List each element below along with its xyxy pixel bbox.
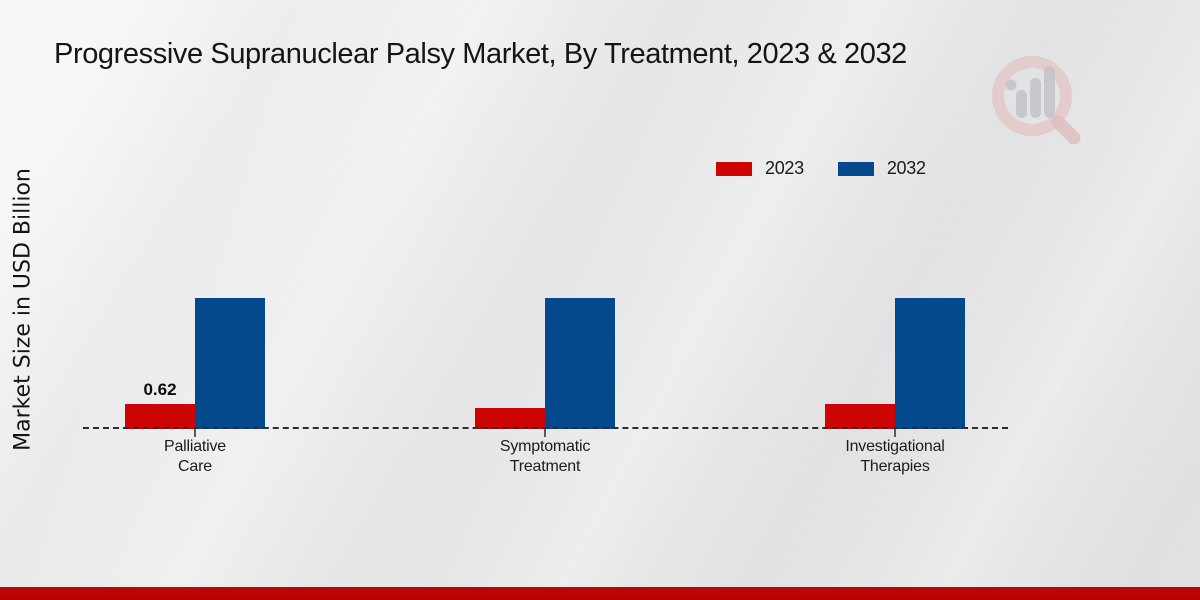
legend-label-2032: 2032 bbox=[886, 158, 926, 178]
brand-watermark-logo-icon bbox=[992, 56, 1081, 144]
legend-label-2023: 2023 bbox=[765, 158, 804, 178]
chart-title: Progressive Supranuclear Palsy Market, B… bbox=[54, 38, 907, 70]
legend-item-2023: 2023 bbox=[716, 158, 804, 179]
axis-tick bbox=[194, 429, 196, 437]
bar-2032-palliative-care bbox=[195, 298, 265, 429]
legend-item-2032: 2032 bbox=[837, 158, 926, 179]
bar-group-investigational-therapies bbox=[825, 298, 965, 429]
category-label-symptomatic-treatment: Symptomatic Treatment bbox=[425, 437, 665, 477]
category-label-line: Treatment bbox=[509, 458, 581, 475]
legend-swatch-2032-icon bbox=[837, 161, 874, 176]
bar-group-symptomatic-treatment bbox=[475, 298, 615, 429]
category-label-line: Investigational bbox=[845, 438, 945, 455]
category-label-line: Therapies bbox=[860, 458, 930, 475]
bar-2023-symptomatic-treatment bbox=[475, 408, 545, 429]
category-label-line: Care bbox=[178, 458, 212, 475]
legend: 2023 2032 bbox=[716, 158, 926, 179]
category-label-line: Palliative bbox=[163, 438, 227, 455]
bar-value-label: 0.62 bbox=[143, 380, 177, 399]
bar-2032-symptomatic-treatment bbox=[545, 298, 615, 429]
bar-2023-investigational-therapies bbox=[825, 404, 895, 429]
axis-tick bbox=[894, 429, 896, 437]
bar-group-palliative-care bbox=[125, 298, 265, 429]
bar-2023-palliative-care bbox=[125, 404, 195, 429]
bottom-brand-strip bbox=[0, 587, 1200, 600]
bar-2032-investigational-therapies bbox=[895, 298, 965, 429]
category-label-investigational-therapies: Investigational Therapies bbox=[775, 437, 1015, 477]
category-label-palliative-care: Palliative Care bbox=[75, 437, 315, 477]
axis-tick bbox=[544, 429, 546, 437]
legend-swatch-2023-icon bbox=[716, 161, 752, 176]
category-label-line: Symptomatic bbox=[499, 438, 591, 455]
x-axis-baseline bbox=[83, 427, 1008, 429]
